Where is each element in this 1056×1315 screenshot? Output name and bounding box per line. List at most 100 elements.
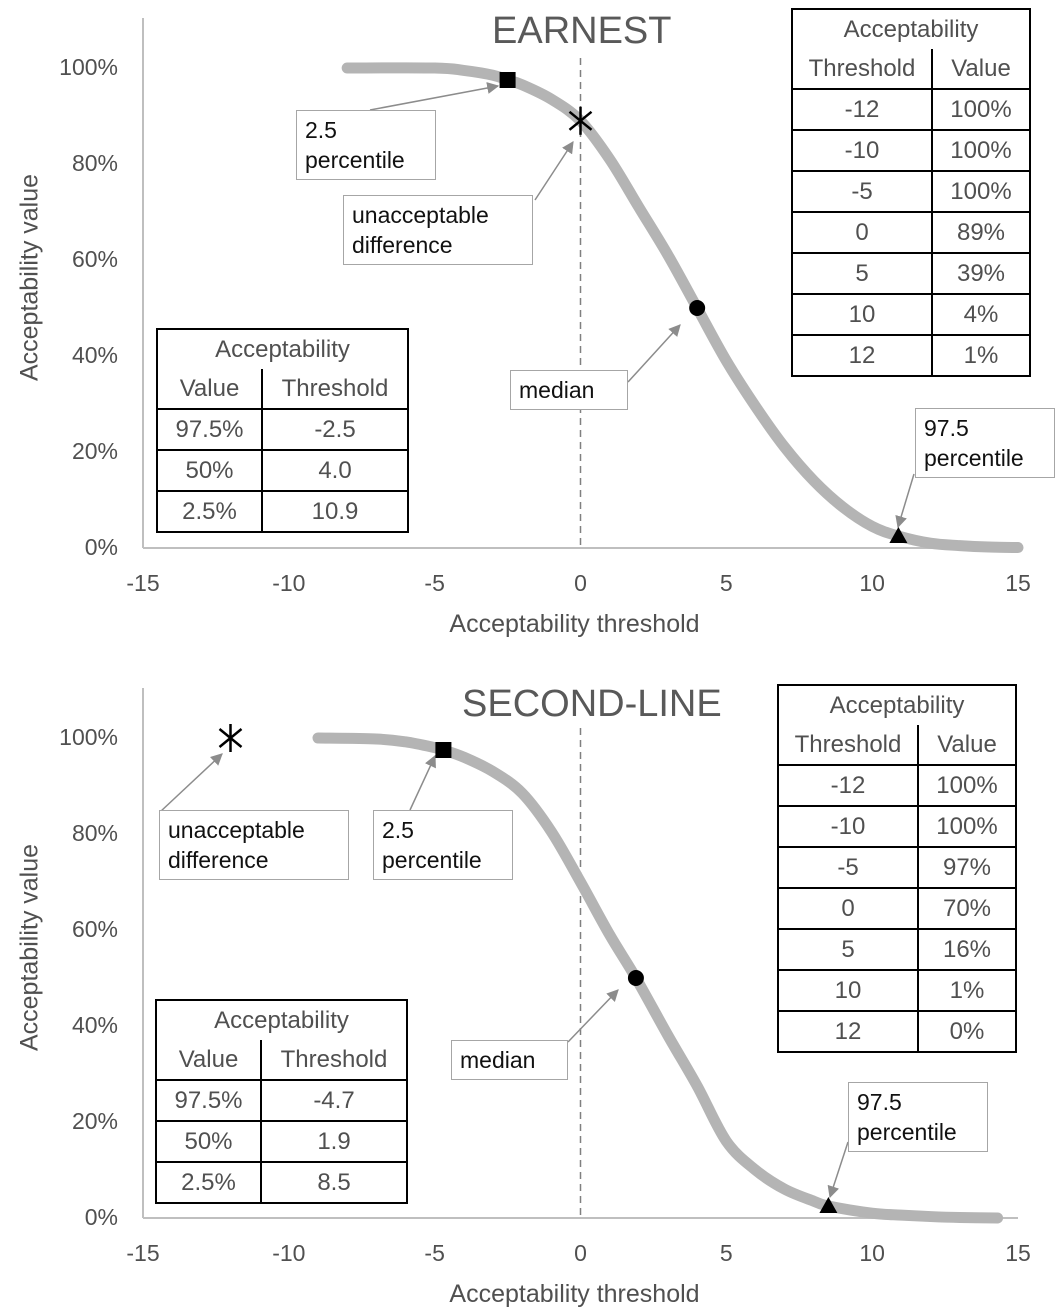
table-row: 97.5% -4.7 <box>155 1079 408 1122</box>
x-tick-label: 15 <box>1005 1240 1031 1266</box>
y-tick-label: 0% <box>84 1204 118 1230</box>
table-cell: 8.5 <box>260 1161 408 1204</box>
table-row: 0 70% <box>777 887 1017 930</box>
table-cell: 2.5% <box>155 1161 262 1204</box>
callout-text: percentile <box>924 445 1024 471</box>
table-row: 0 89% <box>791 211 1031 254</box>
table-caption: Acceptability <box>791 8 1031 49</box>
table-cell: 10 <box>777 969 919 1012</box>
table-cell: -2.5 <box>261 408 409 451</box>
table-cell: -4.7 <box>260 1079 408 1122</box>
marker-2-5-percentile <box>435 742 452 758</box>
marker-97-5-percentile <box>889 527 908 543</box>
callout-text: 97.5 <box>924 415 969 441</box>
callout-text: percentile <box>857 1119 957 1145</box>
callout-text: difference <box>352 232 453 258</box>
chart-title: SECOND-LINE <box>462 683 722 725</box>
table-row: 5 39% <box>791 252 1031 295</box>
y-axis-label: Acceptability value <box>15 173 44 382</box>
callout-arrow <box>409 754 436 811</box>
table-cell: 1.9 <box>260 1120 408 1163</box>
table-cell: -10 <box>777 805 919 848</box>
table-row: -12 100% <box>777 764 1017 807</box>
table-header: Threshold <box>261 369 409 410</box>
callout-box: 97.5 percentile <box>848 1082 988 1152</box>
callout-arrow <box>895 473 915 529</box>
callout-text: 2.5 <box>305 117 337 143</box>
chart-title: EARNEST <box>492 10 672 52</box>
table-cell: -5 <box>791 170 933 213</box>
x-tick-label: -10 <box>272 570 306 596</box>
table-row: -10 100% <box>791 129 1031 172</box>
table-cell: 4% <box>931 293 1031 336</box>
table-cell: 97.5% <box>156 408 263 451</box>
marker-97-5-percentile <box>819 1197 838 1213</box>
table-row: 97.5% -2.5 <box>156 408 409 451</box>
table-cell: 70% <box>917 887 1017 930</box>
acceptability-table-left: Acceptability Value Threshold 97.5% -2.5 50% 4… <box>156 328 409 533</box>
table-cell: 50% <box>155 1120 262 1163</box>
table-cell: -5 <box>777 846 919 889</box>
y-tick-label: 20% <box>71 438 118 464</box>
marker-unacceptable-difference <box>218 724 243 752</box>
table-row: -10 100% <box>777 805 1017 848</box>
callout-text: 2.5 <box>382 817 414 843</box>
y-tick-label: 100% <box>59 724 118 750</box>
callout-box: 2.5 percentile <box>373 810 513 880</box>
table-row: 12 0% <box>777 1010 1017 1053</box>
x-tick-label: -10 <box>272 1240 306 1266</box>
x-tick-label: 15 <box>1005 570 1031 596</box>
acceptability-table-left: Acceptability Value Threshold 97.5% -4.7 50% 1… <box>155 999 408 1204</box>
table-header: Value <box>931 49 1031 90</box>
table-cell: 5 <box>791 252 933 295</box>
y-tick-label: 60% <box>71 246 118 272</box>
y-tick-label: 60% <box>71 916 118 942</box>
table-header: Value <box>917 725 1017 766</box>
table-cell: 100% <box>917 764 1017 807</box>
acceptability-table-right: Acceptability Threshold Value -12 100% -10 100… <box>791 8 1031 377</box>
plot-svg <box>142 688 1018 1224</box>
marker-median <box>689 300 706 316</box>
x-tick-label: -5 <box>424 1240 445 1266</box>
table-header: Threshold <box>791 49 933 90</box>
y-tick-label: 40% <box>71 1012 118 1038</box>
callout-box: median <box>451 1040 568 1080</box>
y-tick-label: 80% <box>71 150 118 176</box>
table-row: 5 16% <box>777 928 1017 971</box>
table-cell: 12 <box>777 1010 919 1053</box>
callout-text: percentile <box>305 147 405 173</box>
callout-text: unacceptable <box>168 817 305 843</box>
callout-arrow <box>159 753 223 813</box>
table-header: Value <box>155 1040 262 1081</box>
callout-box: 97.5 percentile <box>915 408 1055 478</box>
chart-panel-second-line: 0% 20% 40% 60% 80% 100% -15 -10 -5 0 5 10 15 Acceptab… <box>0 670 1056 1315</box>
callout-text: percentile <box>382 847 482 873</box>
callout-text: unacceptable <box>352 202 489 228</box>
callout-arrow <box>827 1141 849 1199</box>
table-cell: -12 <box>791 88 933 131</box>
table-caption: Acceptability <box>777 684 1017 725</box>
table-cell: 50% <box>156 449 263 492</box>
x-axis-label: Acceptability threshold <box>449 1280 700 1308</box>
table-row: -12 100% <box>791 88 1031 131</box>
x-tick-label: 5 <box>719 570 733 596</box>
callout-box: 2.5 percentile <box>296 110 436 180</box>
table-cell: 97.5% <box>155 1079 262 1122</box>
x-tick-label: -5 <box>424 570 445 596</box>
x-tick-label: 0 <box>574 570 587 596</box>
x-tick-label: -15 <box>126 1240 160 1266</box>
table-cell: 16% <box>917 928 1017 971</box>
callout-text: median <box>460 1047 536 1073</box>
x-tick-label: 10 <box>859 570 885 596</box>
y-tick-label: 40% <box>71 342 118 368</box>
y-axis-label: Acceptability value <box>15 843 44 1052</box>
table-row: -5 97% <box>777 846 1017 889</box>
table-cell: 100% <box>931 129 1031 172</box>
table-header: Threshold <box>777 725 919 766</box>
table-row: 2.5% 8.5 <box>155 1161 408 1204</box>
table-caption: Acceptability <box>156 328 409 369</box>
table-cell: 100% <box>917 805 1017 848</box>
callout-box: unacceptable difference <box>343 195 533 265</box>
acceptability-table-right: Acceptability Threshold Value -12 100% -10 100… <box>777 684 1017 1053</box>
table-header: Threshold <box>260 1040 408 1081</box>
